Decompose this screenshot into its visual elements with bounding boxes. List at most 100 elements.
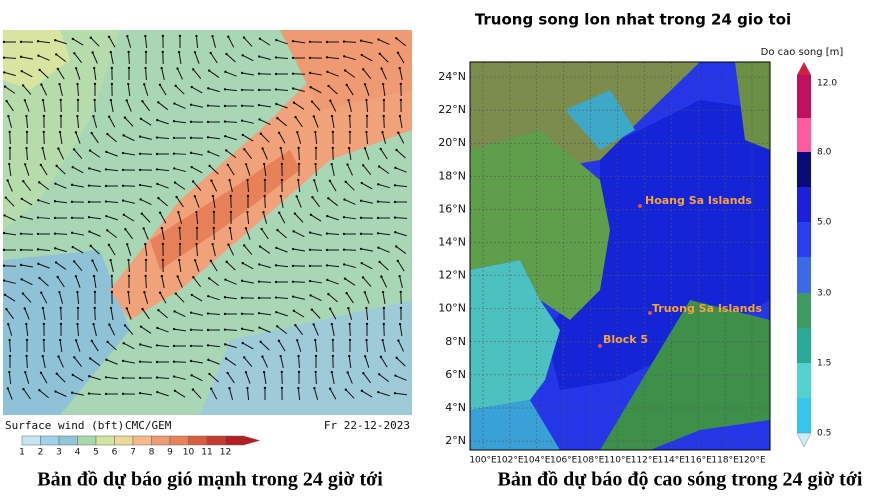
- arrow-head: [71, 201, 73, 203]
- arrow-head: [122, 342, 124, 344]
- arrow: [350, 324, 351, 336]
- colorbar-label: 1.5: [817, 359, 831, 369]
- arrow-head: [276, 229, 278, 231]
- arrow-head: [37, 233, 39, 235]
- arrow-head: [365, 131, 367, 133]
- arrow-head: [294, 324, 296, 326]
- arrow-head: [275, 56, 277, 58]
- arrow-head: [275, 73, 277, 75]
- arrow-head: [25, 115, 27, 117]
- arrow-head: [380, 275, 382, 277]
- arrow-head: [6, 179, 8, 181]
- arrow-head: [366, 323, 368, 325]
- arrow-head: [76, 115, 78, 117]
- arrow-head: [242, 262, 244, 264]
- arrow-head: [349, 339, 351, 341]
- arrow-head: [139, 184, 141, 186]
- arrow-head: [8, 339, 10, 341]
- arrow-head: [400, 307, 402, 309]
- arrow-head: [88, 375, 90, 377]
- arrow-head: [54, 182, 56, 184]
- arrow-head: [42, 99, 44, 101]
- arrow-head: [331, 115, 333, 117]
- arrow-head: [213, 211, 215, 213]
- arrow-head: [7, 115, 9, 117]
- arrow-head: [128, 67, 130, 69]
- arrow-head: [174, 390, 176, 392]
- arrow-head: [279, 355, 281, 357]
- arrow-head: [37, 199, 39, 201]
- arrow-head: [190, 345, 192, 347]
- arrow-head: [210, 179, 212, 181]
- arrow-head: [162, 51, 164, 53]
- arrow-head: [144, 243, 146, 245]
- arrow-head: [394, 184, 396, 186]
- arrow-head: [225, 149, 227, 151]
- arrow-head: [348, 355, 350, 357]
- arrow-head: [241, 313, 243, 315]
- arrow-head: [378, 165, 380, 167]
- arrow-head: [190, 360, 192, 362]
- arrow-head: [21, 70, 23, 72]
- arrow-head: [38, 389, 40, 391]
- colorbar-band: [797, 328, 811, 363]
- arrow-head: [348, 147, 350, 149]
- arrow-head: [326, 249, 328, 251]
- arrow-head: [40, 372, 42, 374]
- scale-swatch: [226, 436, 245, 445]
- arrow-head: [54, 39, 56, 41]
- arrow-head: [111, 67, 113, 69]
- arrow-head: [313, 179, 315, 181]
- arrow-head: [194, 195, 196, 197]
- arrow-head: [126, 35, 128, 37]
- arrow-head: [210, 387, 212, 389]
- arrow-head: [329, 388, 331, 390]
- arrow-head: [259, 341, 261, 343]
- lat-label: 4°N: [445, 401, 466, 414]
- arrow-head: [379, 53, 381, 55]
- arrow-head: [345, 388, 347, 390]
- scale-label: 3: [56, 448, 62, 458]
- arrow-head: [208, 69, 210, 71]
- arrow-head: [366, 115, 368, 117]
- arrow-head: [156, 327, 158, 329]
- arrow-head: [380, 356, 382, 358]
- arrow-head: [309, 249, 311, 251]
- arrow-head: [383, 307, 385, 309]
- arrow-head: [399, 67, 401, 69]
- arrow-head: [156, 361, 158, 363]
- arrow-head: [75, 67, 77, 69]
- scale-swatch: [78, 436, 97, 445]
- arrow-head: [258, 118, 260, 120]
- place-label: Block 5: [603, 333, 648, 346]
- arrow-head: [156, 344, 158, 346]
- arrow-head: [243, 244, 245, 246]
- arrow-head: [292, 57, 294, 59]
- arrow-head: [399, 323, 401, 325]
- arrow-head: [394, 392, 396, 394]
- arrow-head: [92, 115, 94, 117]
- arrow: [55, 234, 67, 235]
- arrow: [384, 116, 385, 128]
- arrow-head: [381, 131, 383, 133]
- arrow-head: [139, 392, 141, 394]
- arrow-head: [22, 388, 24, 390]
- arrow-head: [3, 265, 5, 267]
- arrow-head: [383, 323, 385, 325]
- arrow-head: [343, 55, 345, 57]
- arrow-head: [360, 217, 362, 219]
- arrow-head: [156, 136, 158, 138]
- arrow-head: [162, 35, 164, 37]
- scale-swatch: [96, 436, 115, 445]
- arrow-head: [309, 280, 311, 282]
- arrow-head: [241, 119, 243, 121]
- arrow-head: [195, 243, 197, 245]
- arrow-head: [313, 387, 315, 389]
- arrow-head: [264, 179, 266, 181]
- arrow-head: [226, 372, 228, 374]
- arrow-head: [106, 229, 108, 231]
- arrow-head: [190, 311, 192, 313]
- arrow-head: [126, 307, 128, 309]
- arrow-head: [261, 147, 263, 149]
- arrow-head: [208, 277, 210, 279]
